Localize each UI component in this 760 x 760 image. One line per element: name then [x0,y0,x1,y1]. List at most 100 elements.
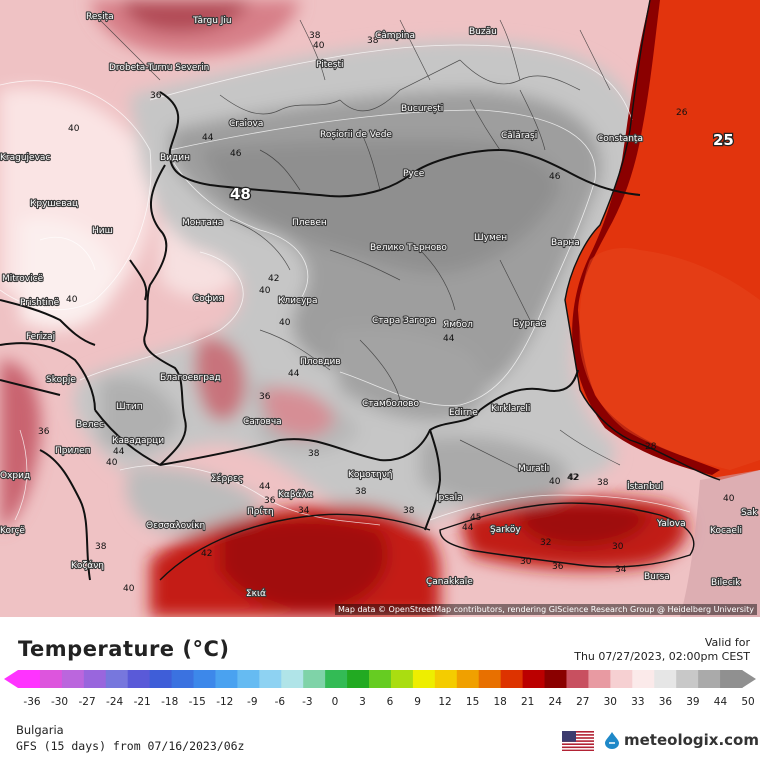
logo-drop-icon [605,732,619,749]
isotherm-label: 30 [520,557,532,567]
scale-swatch [698,670,721,688]
isotherm-label: 42 [201,549,212,559]
city-label: София [193,294,224,304]
map-canvas: 40 38 38 36 40 44 46 48 46 25 26 42 40 4… [0,0,760,617]
black-sea [565,0,760,480]
isotherm-label: 38 [403,506,415,516]
isotherm-label: 40 [723,494,735,504]
city-label: Prishtinë [20,298,60,308]
city-label: Reșița [86,12,114,22]
temperature-map[interactable]: 40 38 38 36 40 44 46 48 46 25 26 42 40 4… [0,0,760,617]
city-label: Bursa [644,572,670,582]
city-label: Kocaeli [710,526,742,536]
city-label: Штип [116,402,143,412]
scale-swatch [61,670,85,688]
city-label: İstanbul [627,481,663,492]
scale-swatch [259,670,282,688]
scale-swatch [632,670,655,688]
scale-swatch [18,670,41,688]
city-label: Buzău [469,27,497,37]
isotherm-label: 36 [264,496,276,506]
city-label: Плевен [292,218,327,228]
scale-swatch [83,670,107,688]
scale-swatch [281,670,304,688]
isotherm-label-group: 40 38 38 36 40 44 46 48 46 25 26 42 40 4… [38,31,735,594]
isotherm-label: 44 [202,133,214,143]
country-borders [0,91,641,581]
scale-swatch [720,670,743,688]
isotherm-label: 40 [259,286,271,296]
city-label: Кавадарци [112,436,164,446]
city-label: Mitrovicë [2,274,44,284]
city-label: Ferizaj [26,332,55,342]
isotherm-lines [0,44,691,526]
city-label: Варна [551,238,580,248]
scale-swatch [171,670,195,688]
scale-swatch [412,670,436,688]
isotherm-label: 36 [150,91,162,101]
isotherm-label-big: 25 [713,131,734,149]
city-label: Bilecik [711,578,741,588]
scale-tick-label: 18 [493,696,507,708]
city-label: Θεσσαλονίκη [146,521,205,531]
city-label: Крушевац [30,199,78,209]
isotherm-label: 44 [443,334,455,344]
isotherm-label: 44 [259,482,271,492]
color-scale-ticks: -36 -30 -27 -24 -21 -18 -15 -12 -9 -6 -3 0 3 6 9 12 15 18… [0,696,760,710]
scale-tick-label: 3 [359,696,366,708]
scale-tick-label: -30 [50,696,69,708]
legend-title: Temperature (°C) [18,637,230,661]
isotherm-label: 36 [259,392,271,402]
isotherm-label: 38 [95,542,107,552]
scale-tick-label: -18 [161,696,179,708]
isotherm-label: 36 [552,562,564,572]
city-label: Craiova [229,119,263,129]
scale-tick-label: 30 [603,696,617,708]
isotherm-label: 42 [268,274,279,284]
city-label: Çanakkale [426,577,473,587]
city-label: Стара Загора [372,316,436,326]
city-label: Шумен [474,233,507,243]
scale-tick-label: 6 [386,696,394,708]
isotherm-label: 40 [106,458,118,468]
isotherm-label: 42 [567,473,578,483]
isotherm-label: 38 [597,478,609,488]
meteologix-logo[interactable]: meteologix.com [603,731,759,749]
city-label: Pitești [316,60,344,70]
isotherm-label: 44 [288,369,300,379]
city-label: Стамболово [362,399,419,409]
scale-tick-label: -27 [78,696,96,708]
valid-for-label: Valid for [704,636,750,649]
isotherm-label: 30 [612,542,624,552]
scale-swatch [566,670,589,688]
city-label: Câmpina [375,31,415,41]
city-label: Κοζάνη [71,561,104,571]
isotherm-label: 45 [470,513,481,523]
city-label: Охрид [0,471,30,481]
isotherm-label: 40 [68,124,80,134]
scale-swatch [588,670,611,688]
scale-swatch [39,670,63,688]
scale-tick-label: 39 [686,696,700,708]
us-flag-icon[interactable] [562,731,594,751]
isotherm-label: 46 [230,149,242,159]
scale-swatch [347,670,370,688]
scale-swatch [544,670,567,688]
city-label: Kragujevac [0,153,50,163]
isotherm-label: 46 [549,172,561,182]
scale-swatch [369,670,392,688]
model-run-label: GFS (15 days) from 07/16/2023/06z [16,739,245,753]
city-label: Велико Търново [370,243,447,253]
city-label: Κομοτηνή [348,470,393,480]
scale-swatch [325,670,348,688]
scale-swatch [237,670,260,688]
scale-arrow-right [742,670,756,688]
scale-tick-label: 44 [713,696,728,708]
isotherm-label: 40 [279,318,291,328]
city-label: Călărași [501,131,537,141]
scale-tick-label: 24 [548,696,562,708]
city-label: Благоевград [160,373,221,383]
scale-tick-label: 21 [521,696,535,708]
scale-arrow-left [4,670,18,688]
scale-tick-label: 0 [331,696,339,708]
